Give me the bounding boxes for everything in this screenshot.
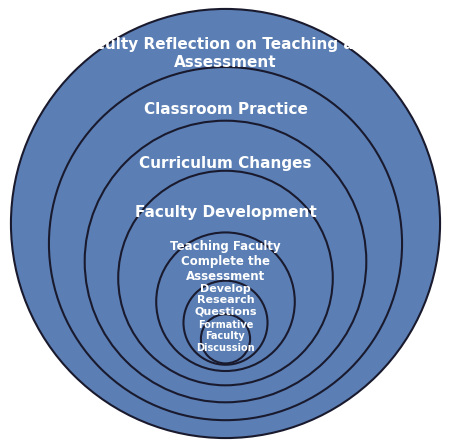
Circle shape xyxy=(184,281,267,365)
Text: Faculty Development: Faculty Development xyxy=(135,205,316,220)
Text: Curriculum Changes: Curriculum Changes xyxy=(139,156,312,171)
Circle shape xyxy=(85,121,366,402)
Text: Faculty Reflection on Teaching and
Assessment: Faculty Reflection on Teaching and Asses… xyxy=(76,38,375,70)
Text: Formative
Faculty
Discussion: Formative Faculty Discussion xyxy=(196,320,255,353)
Text: Develop
Research
Questions: Develop Research Questions xyxy=(194,284,257,317)
Text: Classroom Practice: Classroom Practice xyxy=(143,102,308,117)
Circle shape xyxy=(118,171,333,385)
Circle shape xyxy=(201,314,250,363)
Text: Teaching Faculty
Complete the
Assessment: Teaching Faculty Complete the Assessment xyxy=(170,240,281,283)
Circle shape xyxy=(49,67,402,420)
Circle shape xyxy=(156,232,295,371)
Circle shape xyxy=(11,9,440,438)
